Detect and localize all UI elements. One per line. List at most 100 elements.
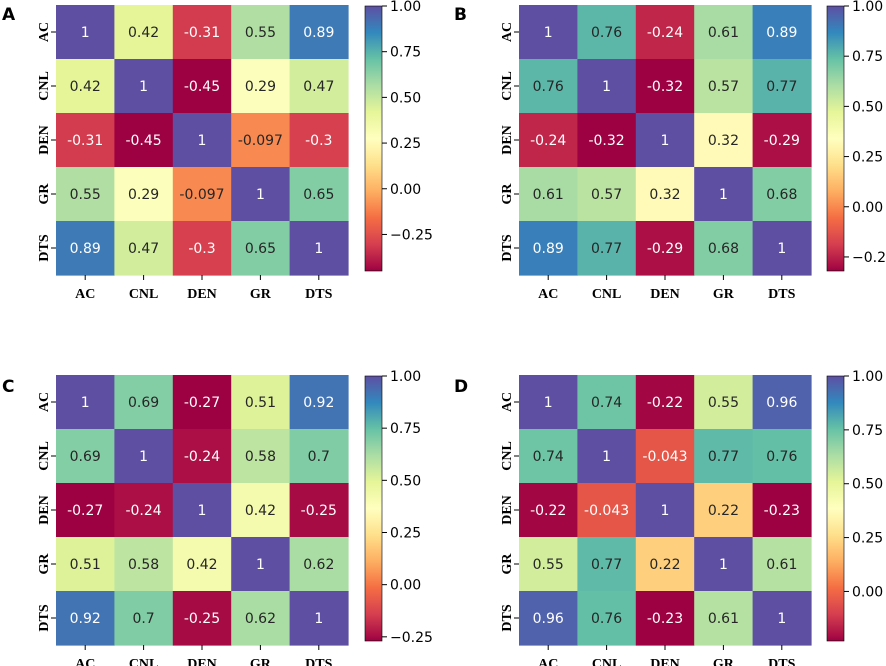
x-tick-label: DEN xyxy=(650,657,680,666)
cell-value-label: 0.92 xyxy=(70,611,101,627)
cell-value-label: 0.7 xyxy=(132,611,154,627)
cell-value-label: 0.29 xyxy=(128,187,159,203)
colorbar-tick-label: 0.25 xyxy=(390,525,421,541)
y-tick-label: GR xyxy=(500,183,515,205)
colorbar-tick-label: 0.50 xyxy=(852,99,883,115)
cell-value-label: 0.55 xyxy=(245,25,276,41)
y-tick-label: CNL xyxy=(500,71,515,101)
colorbar-tick-label: 1.00 xyxy=(390,0,421,15)
heatmap-cell xyxy=(752,113,812,168)
cell-value-label: 1 xyxy=(198,133,207,149)
cell-value-label: 0.76 xyxy=(766,449,797,465)
cell-value-label: 1 xyxy=(602,79,611,95)
y-tick-label: DTS xyxy=(500,234,515,261)
cell-value-label: -0.24 xyxy=(530,133,566,149)
cell-value-label: 0.61 xyxy=(766,557,797,573)
cell-value-label: 0.77 xyxy=(766,79,797,95)
y-tick-label: DEN xyxy=(500,125,515,155)
cell-value-label: 1 xyxy=(81,395,90,411)
heatmap-cell xyxy=(635,167,695,222)
cell-value-label: -0.24 xyxy=(125,503,161,519)
cell-value-label: 0.32 xyxy=(649,187,680,203)
heatmap-cell xyxy=(635,537,695,592)
heatmap-cell xyxy=(231,537,291,592)
heatmap-cell xyxy=(635,429,695,484)
cell-value-label: 1 xyxy=(198,503,207,519)
heatmap-cell xyxy=(635,221,695,276)
cell-value-label: 0.96 xyxy=(766,395,797,411)
y-tick-label: DEN xyxy=(37,125,52,155)
heatmap-cell xyxy=(577,167,637,222)
cell-value-label: 1 xyxy=(544,395,553,411)
heatmap-cell xyxy=(694,167,754,222)
cell-value-label: 0.29 xyxy=(245,79,276,95)
cell-value-label: 0.89 xyxy=(766,25,797,41)
colorbar-tick-label: 0.25 xyxy=(390,136,421,152)
y-tick-label: CNL xyxy=(500,441,515,471)
x-tick-label: DEN xyxy=(650,287,680,302)
heatmap-cell xyxy=(635,113,695,168)
cell-value-label: 0.57 xyxy=(591,187,622,203)
cell-value-label: 0.58 xyxy=(245,449,276,465)
y-tick-label: GR xyxy=(37,183,52,205)
heatmap-cell xyxy=(56,167,115,222)
colorbar-tick-label: 0.75 xyxy=(390,45,421,61)
cell-value-label: 0.42 xyxy=(245,503,276,519)
x-tick-label: AC xyxy=(75,287,95,302)
cell-value-label: -0.097 xyxy=(238,133,283,149)
cell-value-label: 0.65 xyxy=(245,241,276,257)
cell-value-label: 0.92 xyxy=(303,395,334,411)
heatmap-cell xyxy=(577,429,637,484)
heatmap-cell xyxy=(114,221,174,276)
heatmap-cell xyxy=(289,59,349,114)
cell-value-label: -0.31 xyxy=(184,25,220,41)
colorbar-tick-label: 0.50 xyxy=(390,90,421,106)
cell-value-label: 0.47 xyxy=(128,241,159,257)
heatmap-cell xyxy=(694,375,754,430)
cell-value-label: 0.57 xyxy=(708,79,739,95)
y-tick-label: AC xyxy=(37,22,52,42)
cell-value-label: 0.47 xyxy=(303,79,334,95)
cell-value-label: 0.55 xyxy=(533,557,564,573)
heatmap-cell xyxy=(635,591,695,646)
heatmap-cell xyxy=(56,429,115,484)
y-tick-label: AC xyxy=(500,392,515,412)
heatmap-cell xyxy=(694,221,754,276)
x-tick-label: DTS xyxy=(305,287,332,302)
cell-value-label: 0.89 xyxy=(70,241,101,257)
colorbar-tick-label: −0.25 xyxy=(852,250,886,266)
cell-value-label: 0.89 xyxy=(533,241,564,257)
heatmap-cell xyxy=(231,167,291,222)
heatmap-cell xyxy=(577,59,637,114)
heatmap-cell xyxy=(519,5,578,60)
cell-value-label: 0.68 xyxy=(708,241,739,257)
cell-value-label: 0.51 xyxy=(245,395,276,411)
colorbar-tick-label: 1.00 xyxy=(852,369,883,385)
heatmap-cell xyxy=(635,59,695,114)
x-tick-label: DEN xyxy=(187,287,217,302)
y-tick-label: DEN xyxy=(37,495,52,525)
cell-value-label: 1 xyxy=(661,503,670,519)
heatmap-cell xyxy=(752,429,812,484)
colorbar-tick-label: 0.25 xyxy=(852,150,883,166)
cell-value-label: 0.7 xyxy=(308,449,330,465)
heatmap-cell xyxy=(172,429,232,484)
heatmap-cell xyxy=(752,221,812,276)
cell-value-label: 1 xyxy=(314,611,323,627)
x-tick-label: AC xyxy=(75,657,95,666)
heatmap-cell xyxy=(577,375,637,430)
heatmap-cell xyxy=(694,591,754,646)
cell-value-label: -0.22 xyxy=(647,395,683,411)
cell-value-label: 0.76 xyxy=(591,611,622,627)
cell-value-label: 1 xyxy=(777,611,786,627)
y-tick-label: DTS xyxy=(37,234,52,261)
heatmap-panel-A: A1 0.42 -0.31 0.55 0.890.42 1 -0.45 0.29 0.47-0.… xyxy=(2,0,433,302)
heatmap-cell xyxy=(231,429,291,484)
heatmap-cell xyxy=(752,5,812,60)
heatmap-cell xyxy=(289,429,349,484)
heatmap-cell xyxy=(56,483,115,538)
cell-value-label: -0.45 xyxy=(125,133,161,149)
heatmap-cell xyxy=(114,167,174,222)
heatmap-cell xyxy=(231,5,291,60)
heatmap-cell xyxy=(172,483,232,538)
